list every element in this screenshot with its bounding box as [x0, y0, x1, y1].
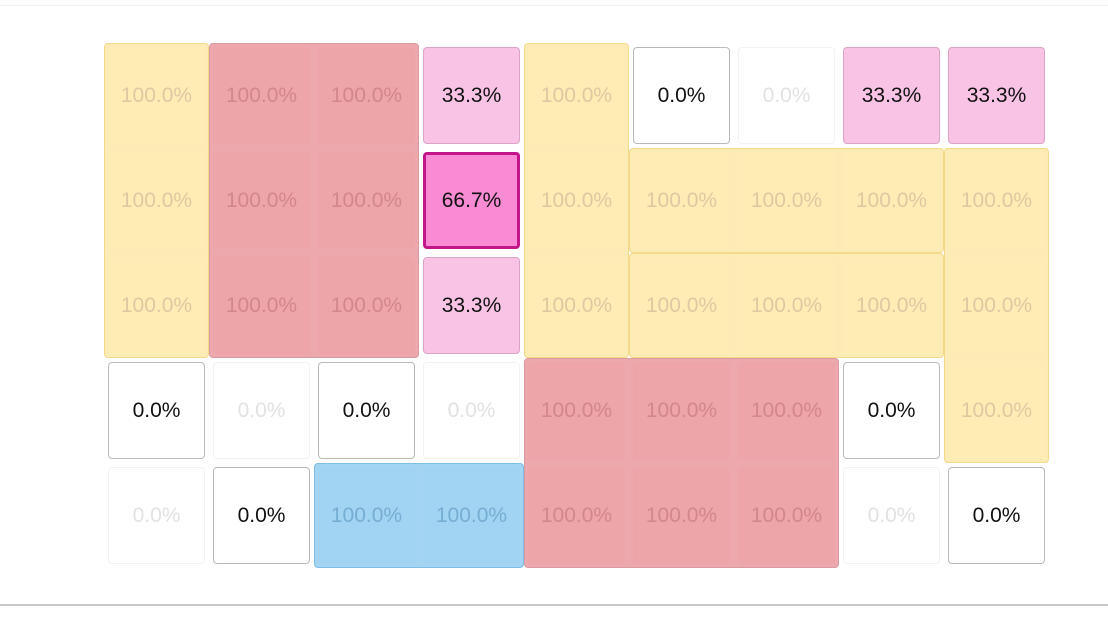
grid-cell-r2-c5[interactable]: 100.0%	[633, 257, 730, 354]
grid-cell-r4-c1[interactable]: 0.0%	[213, 467, 310, 564]
grid-cell-r2-c1[interactable]: 100.0%	[213, 257, 310, 354]
grid-cell-r3-c2[interactable]: 0.0%	[318, 362, 415, 459]
grid-cell-r4-c6[interactable]: 100.0%	[738, 467, 835, 564]
grid-cell-r0-c1[interactable]: 100.0%	[213, 47, 310, 144]
grid-cell-r4-c3[interactable]: 100.0%	[423, 467, 520, 564]
grid-cell-r0-c5[interactable]: 0.0%	[633, 47, 730, 144]
grid-cell-r0-c0[interactable]: 100.0%	[108, 47, 205, 144]
grid-cell-r2-c8[interactable]: 100.0%	[948, 257, 1045, 354]
grid-cell-r2-c4[interactable]: 100.0%	[528, 257, 625, 354]
red-shape-block	[524, 358, 839, 568]
grid-cell-r4-c5[interactable]: 100.0%	[633, 467, 730, 564]
red-shape-block	[209, 43, 419, 358]
grid-cell-r4-c7[interactable]: 0.0%	[843, 467, 940, 564]
grid-cell-r3-c3[interactable]: 0.0%	[423, 362, 520, 459]
grid-cell-r0-c3[interactable]: 33.3%	[423, 47, 520, 144]
bottom-divider	[0, 604, 1108, 606]
grid-cell-r3-c0[interactable]: 0.0%	[108, 362, 205, 459]
grid-cell-r0-c7[interactable]: 33.3%	[843, 47, 940, 144]
grid-cell-r3-c4[interactable]: 100.0%	[528, 362, 625, 459]
grid-cell-r3-c5[interactable]: 100.0%	[633, 362, 730, 459]
grid-cell-r3-c8[interactable]: 100.0%	[948, 362, 1045, 459]
grid-cell-r3-c7[interactable]: 0.0%	[843, 362, 940, 459]
grid-cell-r1-c0[interactable]: 100.0%	[108, 152, 205, 249]
grid-cell-r1-c1[interactable]: 100.0%	[213, 152, 310, 249]
grid-cell-r1-c4[interactable]: 100.0%	[528, 152, 625, 249]
grid-cell-r0-c8[interactable]: 33.3%	[948, 47, 1045, 144]
grid-cell-r0-c4[interactable]: 100.0%	[528, 47, 625, 144]
grid-cell-r4-c4[interactable]: 100.0%	[528, 467, 625, 564]
grid-cell-r2-c0[interactable]: 100.0%	[108, 257, 205, 354]
grid-cell-r1-c7[interactable]: 100.0%	[843, 152, 940, 249]
grid-cell-r2-c2[interactable]: 100.0%	[318, 257, 415, 354]
grid-cell-r1-c8[interactable]: 100.0%	[948, 152, 1045, 249]
grid-cell-r2-c6[interactable]: 100.0%	[738, 257, 835, 354]
grid-cell-r1-c5[interactable]: 100.0%	[633, 152, 730, 249]
grid-cell-r2-c7[interactable]: 100.0%	[843, 257, 940, 354]
grid-cell-r1-c2[interactable]: 100.0%	[318, 152, 415, 249]
grid-cell-r4-c2[interactable]: 100.0%	[318, 467, 415, 564]
grid-cell-r0-c6[interactable]: 0.0%	[738, 47, 835, 144]
grid-cell-r0-c2[interactable]: 100.0%	[318, 47, 415, 144]
top-divider	[0, 5, 1108, 6]
grid-cell-r4-c0[interactable]: 0.0%	[108, 467, 205, 564]
grid-cell-r1-c3[interactable]: 66.7%	[423, 152, 520, 249]
grid-cell-r2-c3[interactable]: 33.3%	[423, 257, 520, 354]
grid-cell-r1-c6[interactable]: 100.0%	[738, 152, 835, 249]
grid-cell-r3-c1[interactable]: 0.0%	[213, 362, 310, 459]
grid-cell-r4-c8[interactable]: 0.0%	[948, 467, 1045, 564]
grid-cell-r3-c6[interactable]: 100.0%	[738, 362, 835, 459]
